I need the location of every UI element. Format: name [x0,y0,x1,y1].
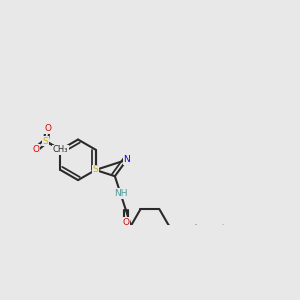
Text: O: O [33,145,40,154]
Text: NH: NH [114,189,127,198]
Text: S: S [93,166,98,175]
Text: O: O [122,218,129,227]
Text: O: O [44,124,51,134]
Text: S: S [43,137,49,146]
Text: CH₃: CH₃ [53,145,68,154]
Text: N: N [123,155,130,164]
